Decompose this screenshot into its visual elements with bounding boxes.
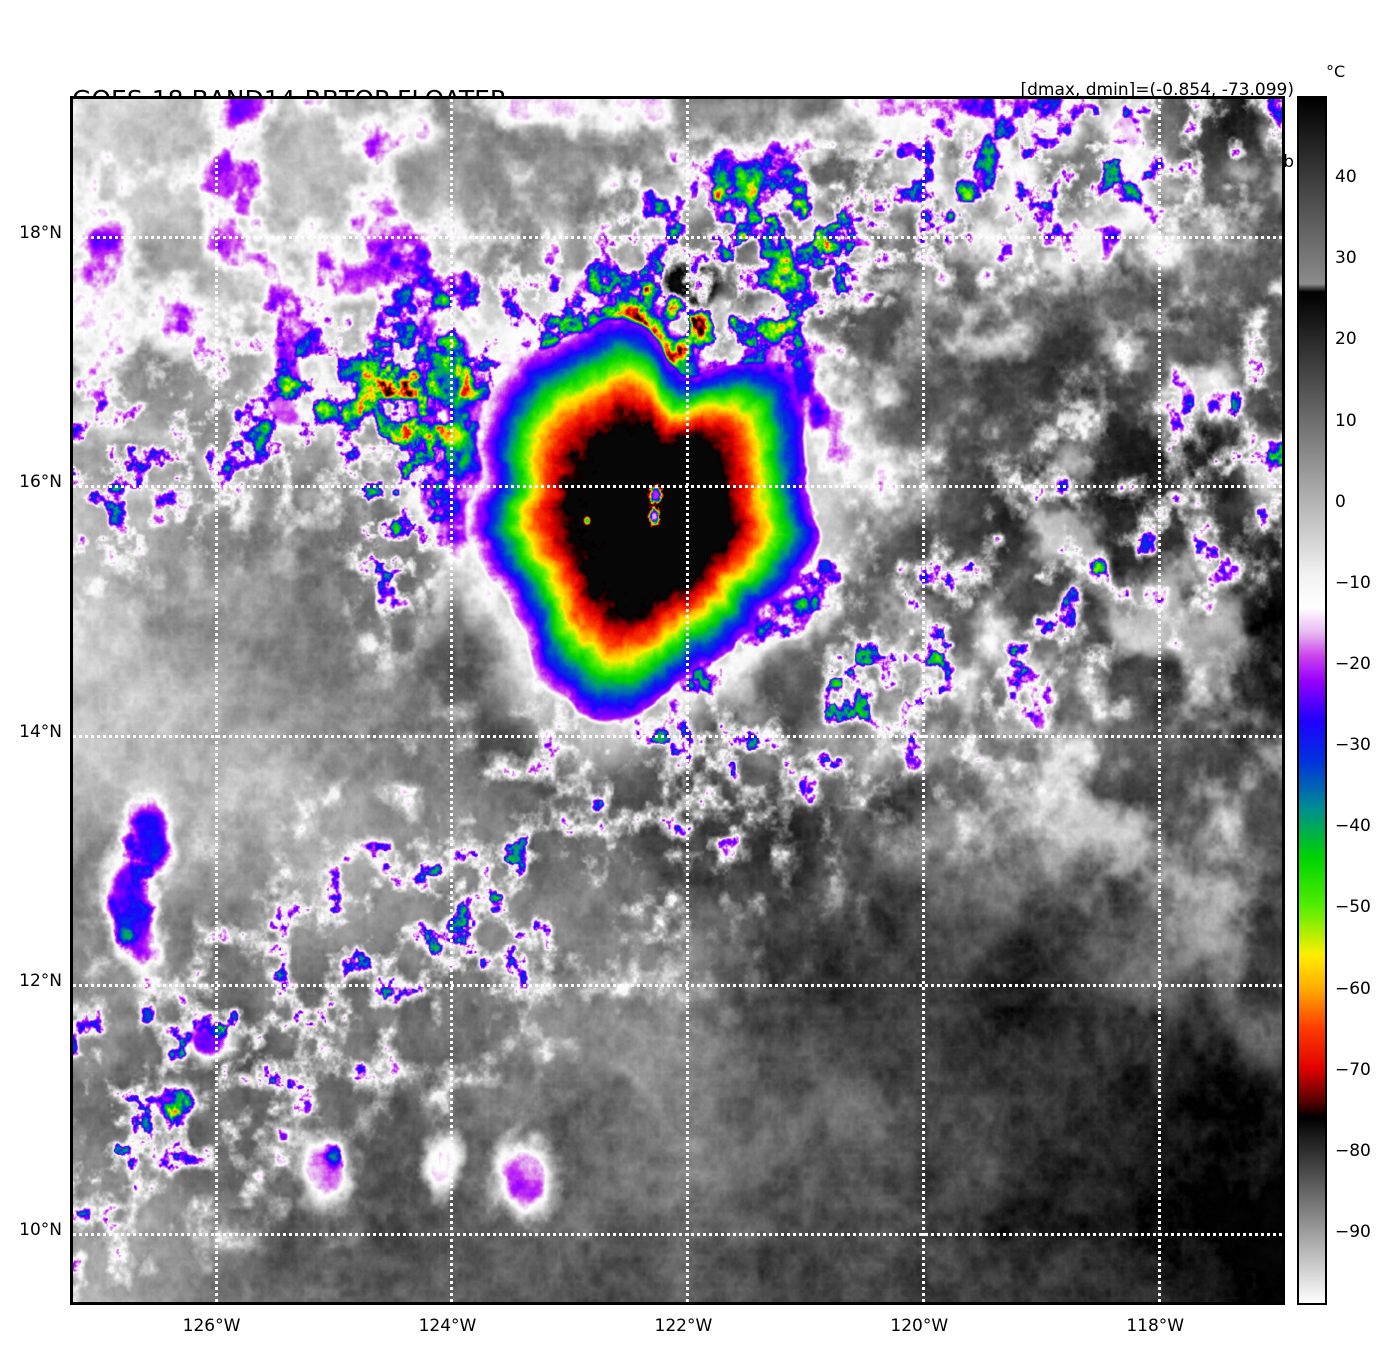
y-tick-label: 16°N [19,472,62,493]
colorbar-gradient [1297,96,1327,1305]
satellite-imagery-plot: Copyright © 2020-2025 Dapiya [70,96,1285,1305]
y-tick-label: 12°N [19,970,62,991]
colorbar-tick-label: −20 [1335,653,1371,674]
x-tick-label: 126°W [182,1316,241,1336]
colorbar-tick-label: 0 [1335,491,1346,512]
colorbar-tick-label: −70 [1335,1059,1371,1080]
colorbar: 40 30 20 10 0 −10 −20 −30 −40 −50 −60 −70 −80 −90 [1297,96,1371,1305]
colorbar-tick-label: −60 [1335,978,1371,999]
x-tick-label: 122°W [654,1316,713,1336]
colorbar-canvas [1299,98,1325,1303]
colorbar-tick-label: −90 [1335,1221,1371,1242]
data-range-label: [dmax, dmin]=(-0.854, -73.099) [1020,80,1295,100]
colorbar-tick-label: 40 [1335,167,1357,188]
colorbar-tick-label: 20 [1335,329,1357,350]
colorbar-tick-label: 10 [1335,410,1357,431]
colorbar-tick-label: 30 [1335,248,1357,269]
colorbar-tick-label: −50 [1335,897,1371,918]
colorbar-tick-label: −30 [1335,735,1371,756]
satellite-image-canvas [73,99,1282,1302]
x-tick-label: 120°W [890,1316,949,1336]
colorbar-unit-label: °C [1326,62,1346,81]
y-tick-label: 14°N [19,721,62,742]
x-tick-label: 124°W [418,1316,477,1336]
y-tick-label: 18°N [19,223,62,244]
colorbar-tick-label: −10 [1335,572,1371,593]
x-tick-label: 118°W [1126,1316,1185,1336]
colorbar-tick-label: −80 [1335,1140,1371,1161]
y-tick-label: 10°N [19,1220,62,1241]
colorbar-tick-label: −40 [1335,816,1371,837]
